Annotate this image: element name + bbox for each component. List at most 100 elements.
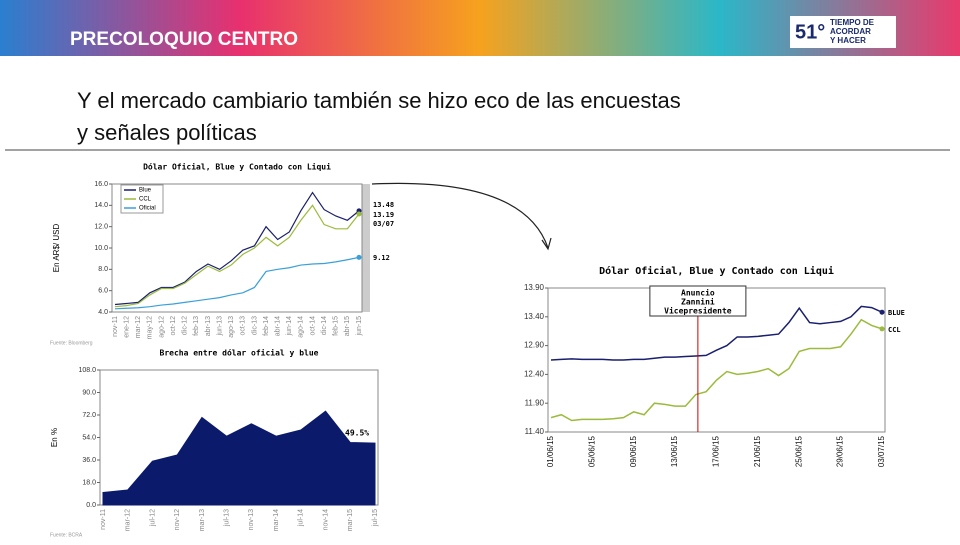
annotation: Vicepresidente: [664, 306, 732, 316]
end-dot: [356, 211, 362, 217]
x-tick-label: nov-11: [100, 509, 107, 530]
x-tick-label: oct-13: [240, 316, 247, 336]
x-tick-label: nov-12: [174, 509, 181, 531]
legend-label: CCL: [139, 197, 152, 203]
end-dot: [879, 309, 885, 315]
x-tick-label: mar-13: [199, 509, 206, 531]
y-tick-label: 8.0: [98, 266, 108, 273]
x-tick-label: 05/06/15: [587, 435, 596, 467]
x-tick-label: ago-13: [228, 316, 235, 338]
x-tick-label: jul-12: [149, 509, 156, 527]
logo-number: 51°: [795, 21, 825, 43]
x-tick-label: feb-14: [263, 316, 270, 336]
annotation: Anuncio: [681, 288, 715, 298]
y-tick-label: 90.0: [82, 389, 96, 396]
x-tick-label: jun-14: [286, 316, 293, 337]
x-tick-label: mar-12: [125, 509, 132, 531]
y-tick-label: 4.0: [98, 309, 108, 316]
legend-label: Blue: [139, 188, 152, 194]
y-tick-label: 14.0: [94, 202, 108, 209]
logo-text: Y HACER: [830, 36, 866, 45]
annotation: 13.19: [373, 211, 394, 219]
x-tick-label: jul-15: [372, 509, 379, 527]
source: Fuente: BCRA: [50, 532, 83, 538]
arrow-head: [541, 237, 552, 251]
annotation: 03/07: [373, 220, 394, 228]
x-tick-label: nov-13: [248, 509, 255, 531]
x-tick-label: ene-12: [123, 316, 130, 338]
x-tick-label: jul-14: [298, 509, 305, 527]
annotation: 49.5%: [345, 429, 369, 438]
highlight: [362, 184, 370, 312]
brand: PRECOLOQUIO CENTRO: [70, 29, 298, 50]
x-tick-label: jul-13: [223, 509, 230, 527]
slide-title: Y el mercado cambiario también se hizo e…: [77, 88, 681, 113]
x-tick-label: mar-14: [273, 509, 280, 531]
series-label: BLUE: [888, 309, 905, 317]
x-tick-label: 01/06/15: [546, 435, 555, 467]
y-tick-label: 13.40: [524, 312, 545, 321]
x-tick-label: may-12: [147, 316, 154, 339]
y-tick-label: 6.0: [98, 288, 108, 295]
y-tick-label: 16.0: [94, 181, 108, 188]
annotation: Zannini: [681, 297, 715, 307]
x-tick-label: mar-12: [135, 316, 142, 338]
x-tick-label: 13/06/15: [670, 435, 679, 467]
annotation-box: [649, 285, 747, 317]
x-tick-label: 21/06/15: [753, 435, 762, 467]
x-tick-label: abr-15: [344, 316, 351, 336]
x-tick-label: 29/06/15: [836, 435, 845, 467]
x-tick-label: mar-15: [347, 509, 354, 531]
logo-text: ACORDAR: [830, 27, 871, 36]
slide-title: y señales políticas: [77, 120, 257, 145]
y-axis-label: En AR$/ USD: [52, 224, 61, 273]
x-tick-label: abr-13: [205, 316, 212, 336]
logo-box: [790, 16, 896, 48]
series-label: CCL: [888, 326, 901, 334]
source: Fuente: Bloomberg: [50, 340, 93, 346]
x-tick-label: nov-11: [112, 316, 119, 337]
y-tick-label: 12.0: [94, 224, 108, 231]
y-tick-label: 11.40: [525, 427, 545, 436]
y-tick-label: 10.0: [94, 245, 108, 252]
chart-title: Brecha entre dólar oficial y blue: [160, 348, 319, 358]
annotation: 13.48: [373, 201, 394, 209]
logo-text: TIEMPO DE: [830, 18, 875, 27]
y-tick-label: 54.0: [82, 434, 96, 441]
x-tick-label: oct-14: [309, 316, 316, 336]
line: [114, 204, 360, 308]
x-tick-label: dic-14: [321, 316, 328, 335]
x-tick-label: ago-14: [298, 316, 305, 338]
x-tick-label: jun-13: [216, 316, 223, 337]
x-tick-label: feb-15: [333, 316, 340, 336]
y-tick-label: 36.0: [82, 457, 96, 464]
chart-title: Dólar Oficial, Blue y Contado con Liqui: [599, 265, 834, 277]
y-tick-label: 108.0: [78, 367, 96, 374]
x-tick-label: 09/06/15: [629, 435, 638, 467]
y-tick-label: 0.0: [86, 502, 96, 509]
x-tick-label: feb-13: [193, 316, 200, 336]
area: [102, 410, 376, 506]
y-tick-label: 18.0: [82, 479, 96, 486]
x-tick-label: 03/07/15: [877, 435, 886, 467]
x-tick-label: dic-12: [182, 316, 189, 335]
annotation: 9.12: [373, 254, 390, 262]
legend-label: Oficial: [139, 206, 156, 212]
line: [550, 318, 883, 422]
legend-box: [120, 184, 164, 214]
y-tick-label: 72.0: [82, 412, 96, 419]
x-tick-label: 17/06/15: [712, 435, 721, 467]
x-tick-label: jun-15: [356, 316, 363, 337]
x-tick-label: dic-13: [251, 316, 258, 335]
line: [550, 305, 883, 361]
arrow: [371, 182, 549, 249]
y-tick-label: 11.90: [525, 398, 545, 407]
end-dot: [879, 326, 885, 332]
x-tick-label: ago-12: [158, 316, 165, 338]
line: [114, 256, 360, 310]
line: [114, 191, 360, 306]
x-tick-label: nov-14: [322, 509, 329, 531]
x-tick-label: 25/06/15: [794, 435, 803, 467]
y-tick-label: 12.40: [524, 370, 545, 379]
